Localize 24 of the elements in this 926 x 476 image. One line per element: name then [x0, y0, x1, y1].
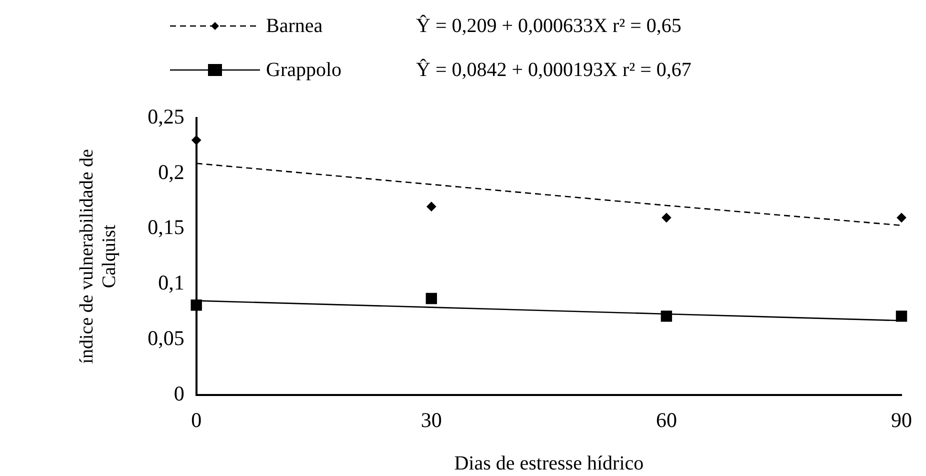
point [192, 135, 201, 145]
y-tick-label: 0 [174, 381, 184, 406]
y-tick-label: 0,05 [148, 326, 184, 350]
y-axis-title: índice de vulnerabilidade de Calquist [76, 149, 120, 364]
point [426, 292, 437, 304]
y-tick-label: 0,15 [148, 215, 184, 240]
legend-label: Barnea [266, 14, 324, 38]
legend-label: Grappolo [266, 58, 343, 82]
point [896, 213, 906, 222]
y-tick-label: 0,1 [158, 270, 184, 295]
point [660, 310, 672, 322]
text: Ŷ = 0,0842 + 0,000193X r² = 0,67 [416, 58, 692, 82]
point [190, 300, 202, 311]
point [662, 213, 672, 222]
point [426, 202, 436, 212]
x-tick-label: 60 [656, 408, 677, 432]
y-tick-label: 0,2 [158, 160, 184, 184]
x-tick-label: 90 [891, 408, 912, 432]
x-axis-title: Dias de estresse hídrico [454, 452, 644, 474]
x-tick-label: 0 [191, 408, 202, 432]
point [896, 310, 908, 322]
x-tick-label: 30 [420, 408, 442, 432]
text: Ŷ = 0,209 + 0,000633X r² = 0,65 [416, 14, 682, 38]
y-tick-label: 0,25 [148, 104, 184, 129]
